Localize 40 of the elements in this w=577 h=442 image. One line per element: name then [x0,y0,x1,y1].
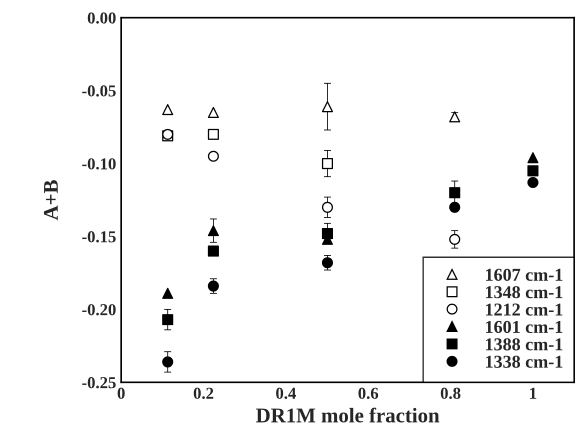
legend-label: 1212 cm-1 [486,304,562,316]
point [208,225,219,236]
point [208,280,219,292]
point [322,228,333,240]
y-axis-title: A+B [44,180,58,220]
point [208,128,219,140]
x-tick-label: 0.4 [276,388,296,399]
y-tick-label: -0.15 [82,231,116,242]
point [162,356,174,368]
point [322,101,333,112]
point [322,158,333,170]
y-tick-label: 0.00 [88,12,116,24]
legend-label: 1348 cm-1 [486,286,562,298]
point [449,111,460,122]
legend-label: 1338 cm-1 [486,356,562,368]
y-tick-label: -0.25 [82,377,116,388]
x-tick-label: 0.8 [440,388,460,399]
point [162,104,174,116]
point [449,202,460,213]
point [162,314,174,326]
x-tick-label: 0 [118,388,125,399]
point [208,246,219,257]
point [322,202,333,213]
point [527,165,538,176]
legend-label: 1601 cm-1 [486,320,562,334]
point [162,288,174,299]
y-tick-label: -0.20 [82,304,116,316]
legend-label: 1388 cm-1 [486,338,562,350]
x-tick-label: 0.6 [358,388,378,399]
y-tick-label: -0.10 [82,158,116,170]
x-tick-label: 1 [530,388,536,399]
x-axis-title: DR1M mole fraction [256,408,440,423]
point [527,152,538,164]
legend-label: 1607 cm-1 [486,268,562,281]
y-tick-label: -0.05 [82,85,116,97]
x-tick-label: 0.2 [194,388,214,399]
point [449,234,460,245]
point [449,187,460,198]
point [208,150,219,162]
point [527,176,538,188]
